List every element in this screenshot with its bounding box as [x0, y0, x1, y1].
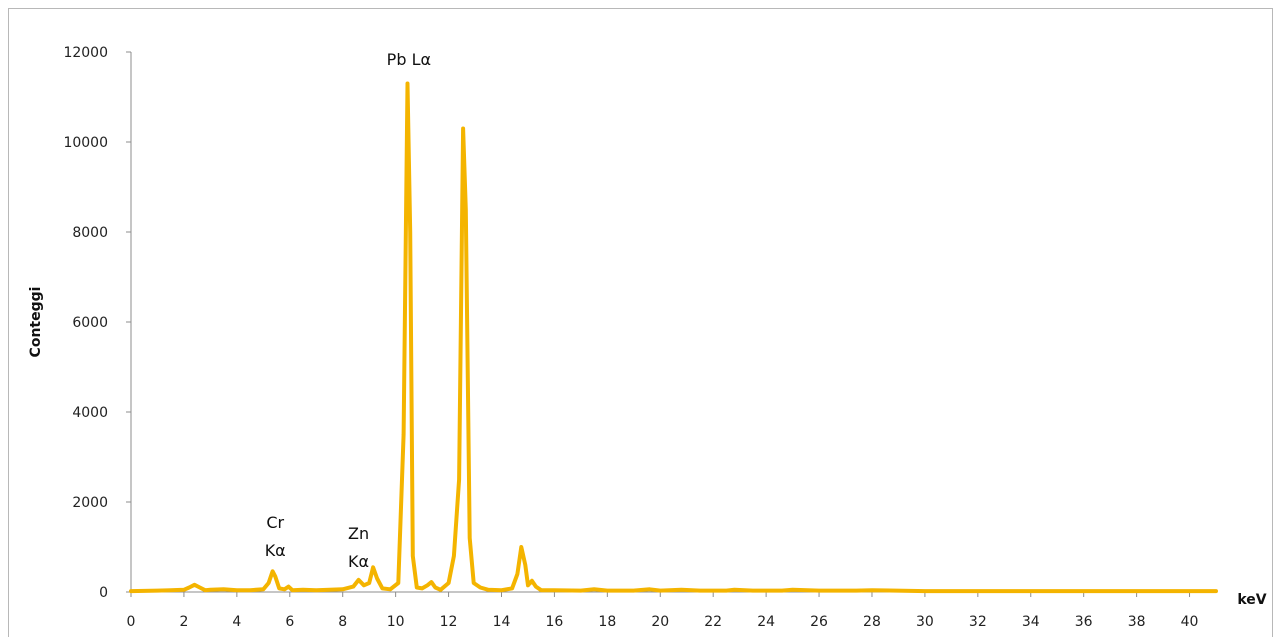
x-tick-label: 40: [1181, 614, 1199, 630]
x-axis: 0 2 4 6 8 10 12 14 16 18 20 22 24 26 28 30 32 34 36 38 40: [127, 592, 1199, 630]
x-tick-label: 8: [338, 614, 347, 630]
x-tick-label: 10: [387, 614, 405, 630]
x-tick-label: 38: [1128, 614, 1146, 630]
y-tick-label: 8000: [72, 225, 108, 241]
x-tick-label: 2: [179, 614, 188, 630]
peak-annotation: Zn: [348, 524, 369, 543]
peak-annotation: Kα: [265, 541, 286, 560]
chart-frame: [8, 8, 1273, 637]
x-tick-label: 32: [969, 614, 987, 630]
series-group: [129, 81, 1218, 594]
x-axis-title: keV: [1237, 592, 1266, 608]
y-tick-label: 0: [99, 585, 108, 601]
x-tick-label: 18: [598, 614, 616, 630]
y-tick-label: 6000: [72, 315, 108, 331]
x-tick-label: 0: [127, 614, 136, 630]
x-tick-label: 6: [285, 614, 294, 630]
annotations: Cr Kα Zn Kα Pb Lα: [265, 50, 431, 571]
y-tick-label: 12000: [63, 45, 108, 61]
peak-annotation: Kα: [348, 552, 369, 571]
peak-annotation: Cr: [266, 513, 284, 532]
peak-annotation: Pb Lα: [387, 50, 431, 69]
x-tick-label: 4: [232, 614, 241, 630]
y-axis-title: Conteggi: [28, 287, 44, 358]
x-tick-label: 30: [916, 614, 934, 630]
x-tick-label: 22: [704, 614, 722, 630]
x-tick-label: 34: [1022, 614, 1040, 630]
x-tick-label: 24: [757, 614, 775, 630]
x-tick-label: 36: [1075, 614, 1093, 630]
y-tick-label: 10000: [63, 135, 108, 151]
x-tick-label: 16: [546, 614, 564, 630]
x-tick-label: 26: [810, 614, 828, 630]
spectrum-series-line: [129, 81, 1218, 594]
x-tick-label: 28: [863, 614, 881, 630]
y-tick-label: 4000: [72, 405, 108, 421]
x-tick-label: 12: [440, 614, 458, 630]
y-axis: 0 2000 4000 6000 8000 10000 12000: [63, 45, 131, 601]
y-tick-label: 2000: [72, 495, 108, 511]
x-tick-label: 20: [651, 614, 669, 630]
x-tick-label: 14: [493, 614, 511, 630]
